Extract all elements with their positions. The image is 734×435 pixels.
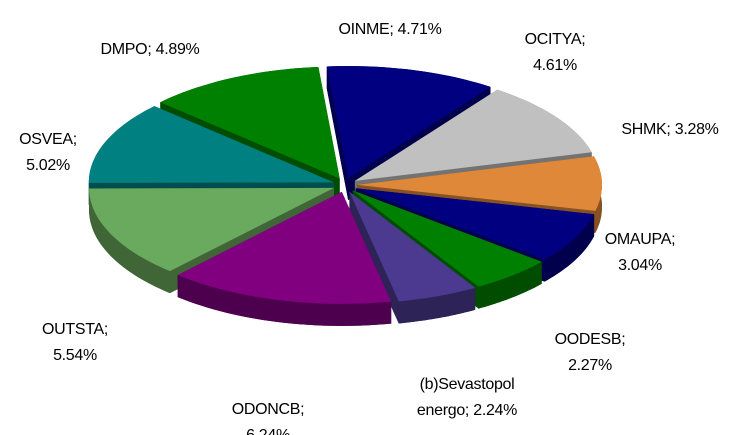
slice (352, 190, 542, 287)
slice-wall (177, 275, 392, 326)
data-label: ODONCB; 6.24% (231, 401, 305, 435)
slice (357, 156, 602, 211)
data-label: OSVEA; 5.02% (19, 131, 77, 174)
slice (326, 66, 491, 179)
data-label: OCITYA; 4.61% (524, 31, 586, 74)
data-label: OMAUPA; 3.04% (604, 231, 676, 274)
slice (89, 187, 334, 272)
data-label: OUTSTA; 5.54% (41, 321, 109, 364)
data-label: SHMK; 3.28% (621, 121, 719, 138)
slice-side (349, 191, 399, 324)
slice-wall (89, 188, 170, 294)
data-label: (b)Sevastopol energo; 2.24% (416, 376, 518, 419)
slice (354, 89, 592, 181)
data-label: OINME; 4.71% (338, 21, 442, 38)
slice (349, 191, 476, 302)
data-label: OODESB; 2.27% (554, 331, 626, 374)
slice-wall (478, 261, 542, 309)
slice (355, 188, 595, 260)
slice (177, 191, 392, 304)
slice-wall (544, 214, 595, 282)
data-label: DMPO; 4.89% (100, 41, 200, 58)
slice-side (326, 66, 349, 201)
slice-wall (398, 287, 476, 324)
slice (160, 67, 340, 179)
slice (88, 106, 334, 183)
